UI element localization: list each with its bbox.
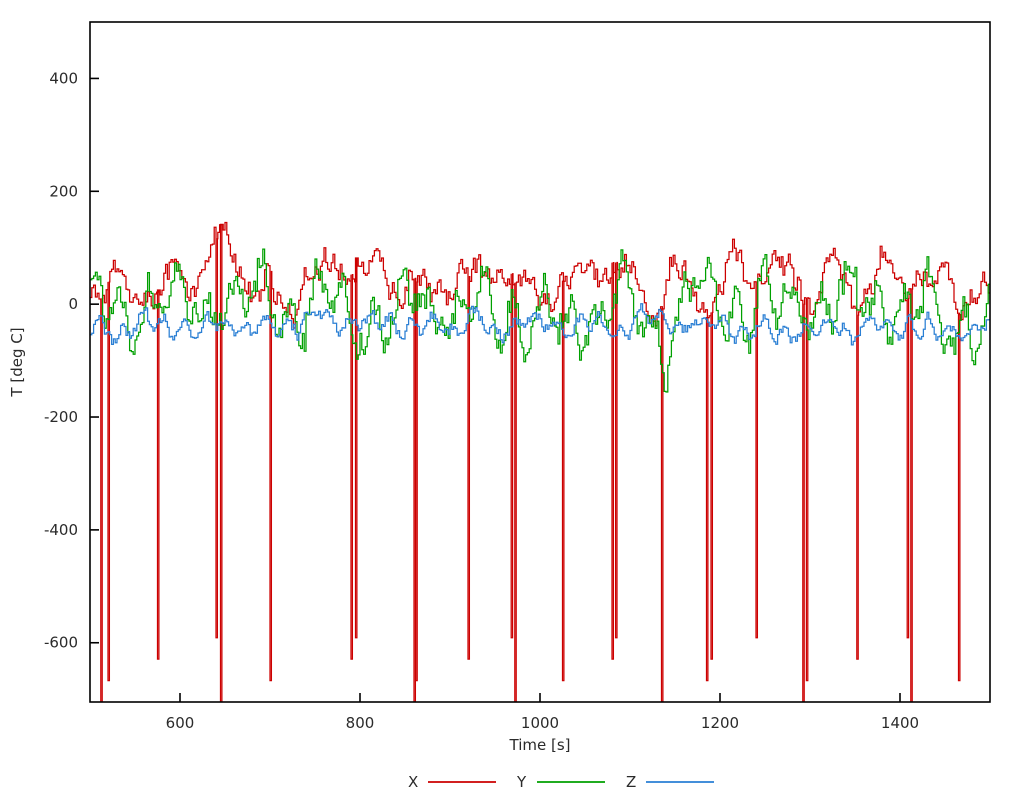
x-axis-tick-labels: 600 800 1000 1200 1400 [166, 714, 919, 732]
y-tick-label: 400 [49, 69, 78, 87]
y-axis-ticks [90, 77, 99, 644]
y-tick-label: 200 [49, 182, 78, 200]
y-axis-label: T [deg C] [8, 327, 26, 397]
series-line-z [90, 303, 990, 346]
x-tick-label: 1000 [521, 714, 559, 732]
x-tick-label: 800 [346, 714, 375, 732]
x-tick-label: 600 [166, 714, 195, 732]
legend-label-x: X [408, 773, 418, 791]
y-axis-tick-labels: 400 200 0 -200 -400 -600 [44, 69, 78, 651]
legend-label-y: Y [516, 773, 527, 791]
chart-legend: X Y Z [408, 773, 714, 791]
y-tick-label: -600 [44, 634, 78, 652]
legend-label-z: Z [626, 773, 636, 791]
x-axis-ticks [179, 693, 901, 702]
x-tick-label: 1400 [881, 714, 919, 732]
series-line-y [90, 248, 990, 393]
y-tick-label: -200 [44, 408, 78, 426]
y-tick-label: -400 [44, 521, 78, 539]
x-axis-label: Time [s] [509, 736, 571, 754]
y-tick-label: 0 [68, 295, 78, 313]
series-group [90, 221, 990, 702]
x-tick-label: 1200 [701, 714, 739, 732]
